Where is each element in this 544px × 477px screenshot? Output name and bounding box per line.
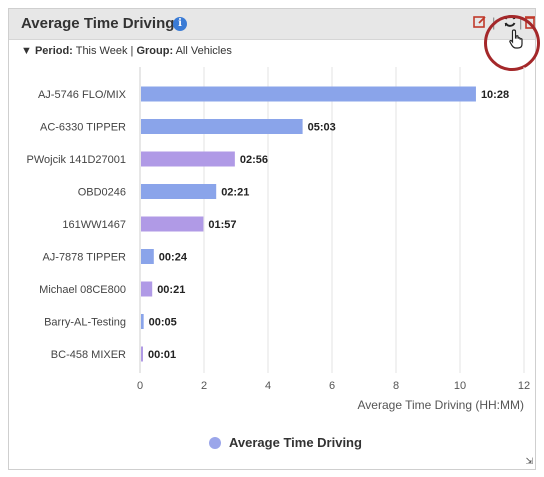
bar bbox=[141, 151, 235, 167]
bar bbox=[141, 314, 144, 329]
bar bbox=[141, 216, 204, 232]
data-label: 02:56 bbox=[240, 154, 268, 166]
legend-marker bbox=[209, 436, 221, 449]
x-tick-label: 2 bbox=[201, 380, 207, 392]
bar bbox=[141, 184, 217, 199]
filter-icon: ▼ bbox=[21, 45, 32, 57]
category-label: AJ-7878 TIPPER bbox=[42, 252, 126, 264]
resize-handle[interactable]: ⇲ bbox=[525, 456, 533, 466]
group-value: All Vehicles bbox=[175, 45, 232, 57]
bar-chart: 0 2 4 6 8 10 12 Average Time Driving (HH:MM) AJ-… bbox=[27, 67, 530, 412]
category-label: AJ-5746 FLO/MIX bbox=[38, 89, 127, 101]
bar bbox=[141, 86, 476, 102]
average-time-driving-widget: Average Time Driving i | | ▼ Period: Thi… bbox=[8, 8, 540, 470]
x-tick-label: 6 bbox=[329, 380, 335, 392]
category-label: OBD0246 bbox=[78, 187, 126, 199]
bar bbox=[141, 119, 303, 134]
filter-summary: ▼ Period: This Week | Group: All Vehicle… bbox=[21, 45, 232, 57]
widget-header: Average Time Driving i | | bbox=[9, 9, 535, 40]
hand-pointer-icon bbox=[509, 29, 525, 54]
category-label: BC-458 MIXER bbox=[51, 349, 126, 361]
data-label: 00:24 bbox=[159, 252, 188, 264]
x-tick-label: 0 bbox=[137, 380, 143, 392]
data-label: 00:05 bbox=[149, 317, 177, 329]
bar bbox=[141, 281, 153, 297]
highlight-circle bbox=[484, 15, 540, 71]
bar bbox=[141, 346, 143, 362]
x-axis-label: Average Time Driving (HH:MM) bbox=[358, 398, 524, 412]
data-label: 01:57 bbox=[208, 219, 236, 231]
data-label: 05:03 bbox=[308, 122, 336, 134]
edit-icon[interactable] bbox=[473, 15, 487, 31]
data-label: 00:21 bbox=[157, 284, 185, 296]
bar bbox=[141, 249, 154, 264]
category-label: PWojcik 141D27001 bbox=[27, 154, 126, 166]
x-tick-label: 10 bbox=[454, 380, 466, 392]
period-value: This Week bbox=[75, 45, 128, 57]
data-label: 02:21 bbox=[221, 187, 249, 199]
widget-title: Average Time Driving bbox=[21, 15, 175, 32]
data-label: 10:28 bbox=[481, 89, 509, 101]
data-label: 00:01 bbox=[148, 349, 176, 361]
group-label: Group: bbox=[136, 45, 174, 57]
category-label: Barry-AL-Testing bbox=[44, 317, 126, 329]
chart-legend[interactable]: Average Time Driving bbox=[209, 435, 362, 450]
period-label: Period: bbox=[34, 45, 73, 57]
x-tick-label: 4 bbox=[265, 380, 271, 392]
x-tick-label: 8 bbox=[393, 380, 399, 392]
category-label: Michael 08CE800 bbox=[39, 284, 126, 296]
info-icon[interactable]: i bbox=[173, 17, 187, 31]
filter-separator: | bbox=[130, 45, 134, 57]
category-label: 161WW1467 bbox=[62, 219, 126, 231]
legend-label: Average Time Driving bbox=[229, 435, 362, 450]
category-label: AC-6330 TIPPER bbox=[40, 122, 126, 134]
x-tick-label: 12 bbox=[518, 380, 530, 392]
